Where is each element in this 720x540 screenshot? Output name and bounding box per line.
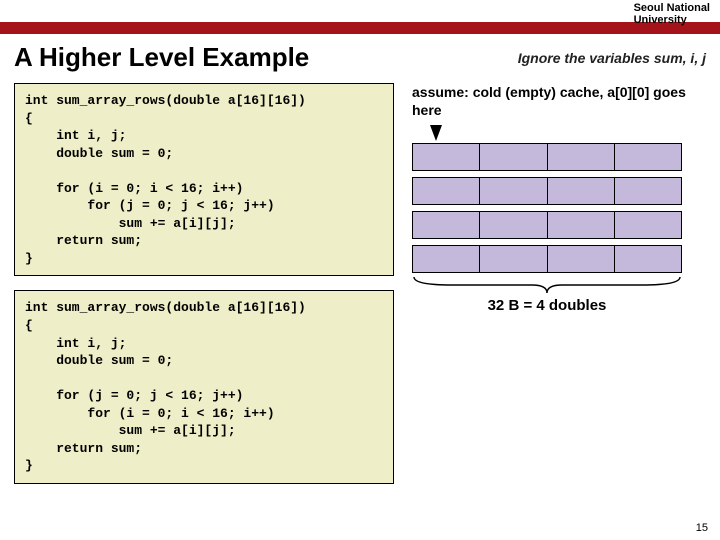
university-line1: Seoul National xyxy=(634,2,710,14)
brace-label: 32 B = 4 doubles xyxy=(412,297,682,314)
cache-row xyxy=(412,245,682,273)
cache-cell xyxy=(548,144,615,170)
cache-cell xyxy=(413,178,480,204)
red-divider-bar xyxy=(0,22,720,34)
code-block-1: int sum_array_rows(double a[16][16]) { i… xyxy=(14,83,394,276)
cache-cell xyxy=(413,246,480,272)
university-line2: University xyxy=(634,14,687,26)
cache-cell xyxy=(615,212,681,238)
cache-cell xyxy=(615,144,681,170)
cache-cell xyxy=(548,212,615,238)
cache-row xyxy=(412,143,682,171)
cache-cell xyxy=(413,144,480,170)
cache-cell xyxy=(548,178,615,204)
university-label: Seoul National University xyxy=(634,2,710,26)
curly-brace-icon xyxy=(412,275,682,295)
arrow-down-icon xyxy=(430,125,442,141)
right-column: assume: cold (empty) cache, a[0][0] goes… xyxy=(412,83,706,484)
note-right: Ignore the variables sum, i, j xyxy=(518,50,706,66)
content-area: int sum_array_rows(double a[16][16]) { i… xyxy=(0,79,720,484)
brace-wrap: 32 B = 4 doubles xyxy=(412,275,682,314)
code-block-2: int sum_array_rows(double a[16][16]) { i… xyxy=(14,290,394,483)
cache-cell xyxy=(480,246,547,272)
cache-grid xyxy=(412,143,682,273)
assume-text: assume: cold (empty) cache, a[0][0] goes… xyxy=(412,83,706,119)
left-column: int sum_array_rows(double a[16][16]) { i… xyxy=(14,83,394,484)
cache-cell xyxy=(548,246,615,272)
title-row: A Higher Level Example Ignore the variab… xyxy=(0,34,720,79)
page-number: 15 xyxy=(696,522,708,534)
cache-cell xyxy=(413,212,480,238)
cache-cell xyxy=(615,178,681,204)
cache-row xyxy=(412,177,682,205)
top-bar: Seoul National University xyxy=(0,0,720,22)
cache-cell xyxy=(480,178,547,204)
cache-row xyxy=(412,211,682,239)
slide-title: A Higher Level Example xyxy=(14,42,518,73)
cache-cell xyxy=(480,144,547,170)
cache-cell xyxy=(480,212,547,238)
cache-cell xyxy=(615,246,681,272)
